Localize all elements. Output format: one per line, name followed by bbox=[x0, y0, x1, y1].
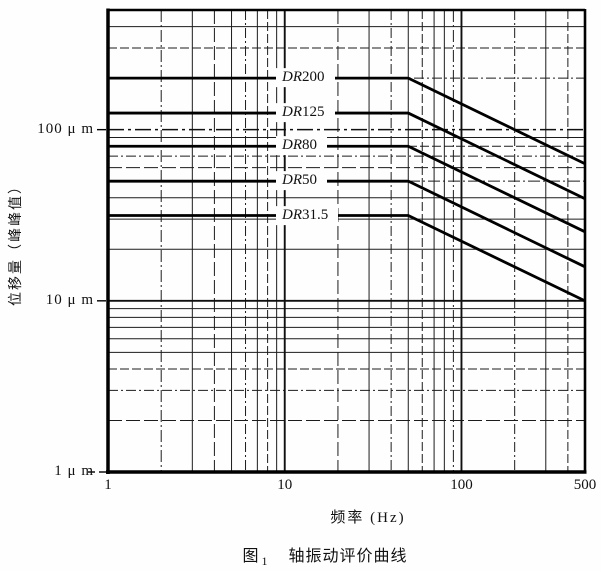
curve-label-value: 31.5 bbox=[302, 206, 329, 223]
y-tick-label-100um: 100 μ m bbox=[37, 120, 94, 137]
curve-DR125 bbox=[108, 111, 586, 200]
caption-title: 轴振动评价曲线 bbox=[288, 548, 408, 565]
curve-DR80 bbox=[108, 144, 586, 234]
curve-label-dr200: DR200 bbox=[276, 68, 335, 88]
caption-fig-number: 1 bbox=[261, 554, 269, 568]
curve-label-dr80: DR80 bbox=[276, 136, 327, 156]
curve-label-dr-prefix: DR bbox=[282, 69, 302, 86]
curve-label-dr125: DR125 bbox=[276, 103, 335, 123]
x-tick-label-500: 500 bbox=[573, 477, 597, 493]
x-axis-title: 频率 (Hz) bbox=[330, 510, 406, 526]
x-tick-label-100: 100 bbox=[450, 477, 473, 493]
caption-fig-word: 图 bbox=[242, 548, 260, 565]
curve-label-value: 80 bbox=[302, 137, 317, 154]
curve-DR200 bbox=[108, 76, 586, 166]
curve-label-dr-prefix: DR bbox=[282, 172, 302, 189]
curve-label-value: 50 bbox=[302, 172, 317, 189]
x-tick-label-10: 10 bbox=[277, 477, 293, 493]
curve-label-value: 125 bbox=[302, 104, 325, 121]
y-tick-label-10um: 10 μ m bbox=[45, 291, 94, 308]
y-axis-title: 位移量（峰峰值） bbox=[9, 178, 24, 306]
curve-label-dr31-5: DR31.5 bbox=[276, 205, 339, 225]
curve-label-dr50: DR50 bbox=[276, 171, 327, 191]
x-tick-label-1: 1 bbox=[104, 477, 112, 493]
curve-label-dr-prefix: DR bbox=[282, 137, 302, 154]
curve-DR31.5 bbox=[108, 214, 586, 303]
curve-label-value: 200 bbox=[302, 69, 325, 86]
figure-caption: 图 1 轴振动评价曲线 bbox=[242, 542, 407, 569]
curve-label-dr-prefix: DR bbox=[282, 104, 302, 121]
curve-DR50 bbox=[108, 179, 586, 269]
curve-label-dr-prefix: DR bbox=[282, 206, 302, 223]
y-tick-label-1um: 1 μ m bbox=[54, 462, 94, 479]
